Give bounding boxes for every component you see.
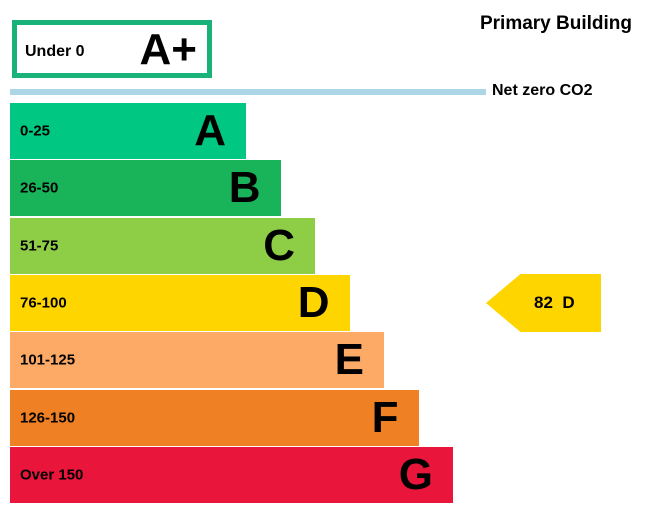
band-range: 101-125 <box>20 351 76 369</box>
band-letter: A <box>194 106 226 155</box>
net-zero-label: Net zero CO2 <box>492 82 593 99</box>
band-b: 26-50 B <box>10 160 281 217</box>
band-aplus-range: Under 0 <box>25 43 85 60</box>
current-rating-arrow: 82 D <box>486 274 601 332</box>
band-letter: D <box>297 277 330 327</box>
band-aplus: Under 0 A+ <box>12 20 212 78</box>
net-zero-line <box>10 89 486 95</box>
band-range: 51-75 <box>20 237 59 255</box>
band-range: 0-25 <box>20 122 51 140</box>
band-range: 26-50 <box>20 179 59 197</box>
band-letter: G <box>398 449 433 499</box>
band-a: 0-25 A <box>10 103 246 159</box>
band-letter: C <box>263 220 295 270</box>
band-range: 76-100 <box>20 294 67 312</box>
band-letter: F <box>371 392 399 442</box>
band-e: 101-125 E <box>10 332 384 389</box>
band-c: 51-75 C <box>10 217 315 274</box>
band-f: 126-150 F <box>10 389 419 446</box>
band-g: Over 150 G <box>10 446 453 503</box>
current-rating-label: 82 D <box>534 293 575 312</box>
band-range: 126-150 <box>20 409 76 426</box>
band-range: Over 150 <box>20 466 84 484</box>
chart-title: Primary Building <box>479 13 632 34</box>
band-d: 76-100 D <box>10 274 350 331</box>
band-aplus-letter: A+ <box>139 25 197 74</box>
band-letter: E <box>334 335 364 385</box>
band-letter: B <box>228 163 261 213</box>
